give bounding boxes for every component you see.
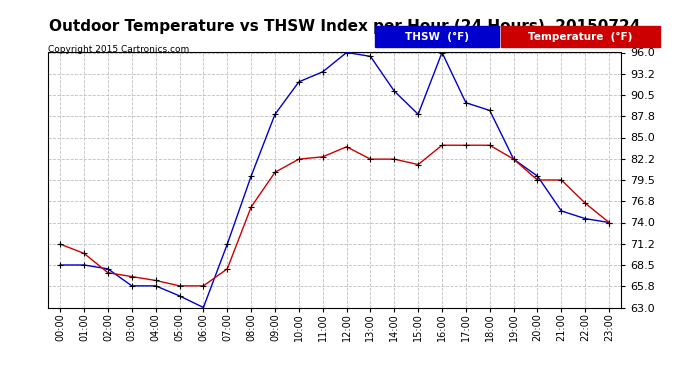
Text: Temperature  (°F): Temperature (°F) [528,32,633,42]
Text: Outdoor Temperature vs THSW Index per Hour (24 Hours)  20150724: Outdoor Temperature vs THSW Index per Ho… [49,19,641,34]
Text: THSW  (°F): THSW (°F) [405,32,469,42]
Text: Copyright 2015 Cartronics.com: Copyright 2015 Cartronics.com [48,45,190,54]
